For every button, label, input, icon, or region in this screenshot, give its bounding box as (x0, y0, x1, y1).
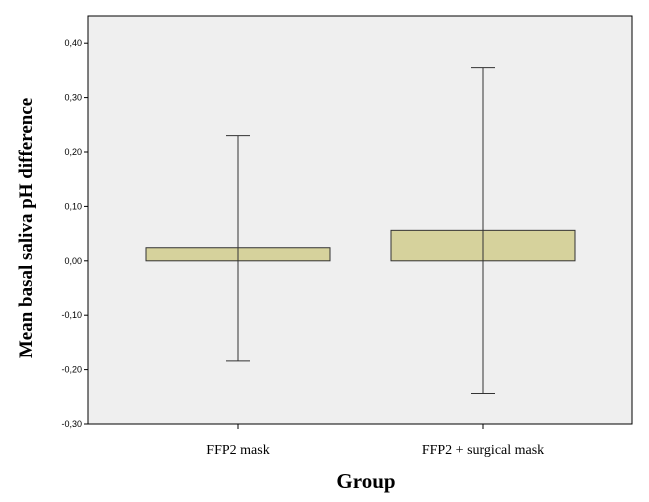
y-tick-label: 0,20 (64, 147, 82, 157)
y-tick-label: 0,30 (64, 93, 82, 103)
y-tick-label: -0,30 (61, 419, 82, 429)
x-tick-label: FFP2 + surgical mask (422, 443, 544, 458)
y-tick-label: 0,40 (64, 38, 82, 48)
y-tick-label: 0,10 (64, 201, 82, 211)
x-axis: FFP2 mask FFP2 + surgical mask (206, 424, 544, 458)
x-tick-label: FFP2 mask (206, 443, 269, 458)
y-axis: -0,30 -0,20 -0,10 0,00 0,10 0,20 0,30 0,40 (61, 38, 88, 429)
y-tick-label: 0,00 (64, 256, 82, 266)
y-tick-label: -0,10 (61, 310, 82, 320)
y-tick-label: -0,20 (61, 365, 82, 375)
plot-area (87, 15, 633, 425)
x-axis-title: Group (336, 469, 395, 493)
y-axis-title: Mean basal saliva pH difference (16, 98, 37, 358)
error-bars (226, 67, 495, 395)
